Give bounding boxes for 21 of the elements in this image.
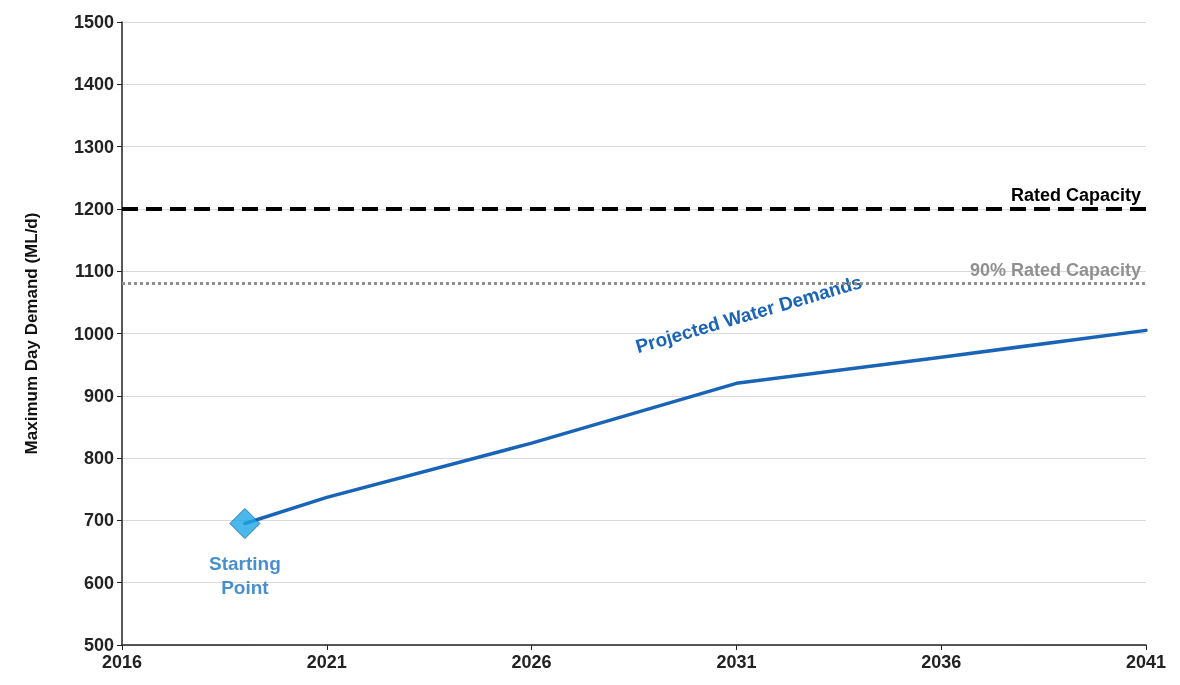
y-tick-label: 1300 bbox=[73, 136, 114, 157]
y-axis-title: Maximum Day Demand (ML/d) bbox=[22, 212, 41, 455]
x-tick-label: 2036 bbox=[921, 652, 962, 672]
y-tick-label: 500 bbox=[83, 635, 114, 655]
series-label: Starting Point bbox=[208, 552, 281, 598]
x-tick-label: 2026 bbox=[511, 652, 552, 672]
y-tick-label: 1100 bbox=[74, 261, 114, 282]
y-tick-label: 900 bbox=[83, 385, 114, 406]
y-tick-label: 700 bbox=[83, 510, 114, 531]
y-tick-label: 1400 bbox=[73, 74, 114, 95]
y-tick-label: 800 bbox=[83, 448, 114, 469]
y-tick-label: 600 bbox=[83, 572, 114, 593]
x-tick-label: 2041 bbox=[1125, 652, 1167, 672]
x-tick-label: 2031 bbox=[716, 652, 757, 672]
x-tick-label: 2021 bbox=[306, 652, 347, 672]
y-tick-label: 1200 bbox=[73, 198, 114, 219]
y-tick-label: 1500 bbox=[73, 12, 114, 32]
ref-line-label: Rated Capacity bbox=[1010, 184, 1141, 205]
ref-line-label: 90% Rated Capacity bbox=[969, 259, 1141, 280]
y-tick-label: 1000 bbox=[73, 323, 114, 344]
x-tick-label: 2016 bbox=[101, 652, 143, 672]
